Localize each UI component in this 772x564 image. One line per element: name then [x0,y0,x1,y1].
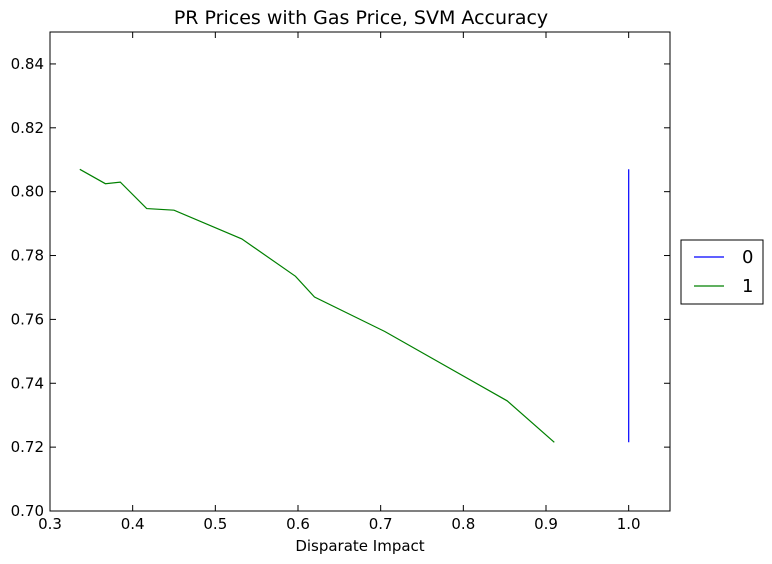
legend-box [680,239,764,305]
x-tick-label: 0.8 [451,515,475,533]
x-tick-label: 0.5 [203,515,227,533]
x-tick-label: 0.4 [121,515,145,533]
chart-title: PR Prices with Gas Price, SVM Accuracy [174,7,548,29]
y-tick-label: 0.78 [11,247,44,265]
series-line-1 [79,168,555,443]
x-tick-label: 0.6 [286,515,310,533]
y-tick-label: 0.70 [11,502,44,520]
x-tick-label: 0.3 [38,515,62,533]
x-tick-label: 0.9 [534,515,558,533]
x-axis-label: Disparate Impact [295,537,424,555]
y-tick-label: 0.80 [11,183,44,201]
x-tick-label: 1.0 [617,515,641,533]
y-axis: 0.70 0.72 0.74 0.76 0.78 0.80 0.82 0.84 [11,55,670,520]
x-axis: 0.3 0.4 0.5 0.6 0.7 0.8 0.9 1.0 [38,32,641,533]
y-tick-label: 0.72 [11,438,44,456]
y-tick-label: 0.82 [11,119,44,137]
y-tick-label: 0.76 [11,310,44,328]
legend-label-0: 0 [742,247,753,268]
series-layer [79,168,630,443]
x-tick-label: 0.7 [369,515,393,533]
plot-area [49,31,671,512]
legend-label-1: 1 [742,276,753,297]
legend: 0 1 [680,239,764,305]
y-tick-label: 0.74 [11,374,44,392]
y-tick-label: 0.84 [11,55,44,73]
